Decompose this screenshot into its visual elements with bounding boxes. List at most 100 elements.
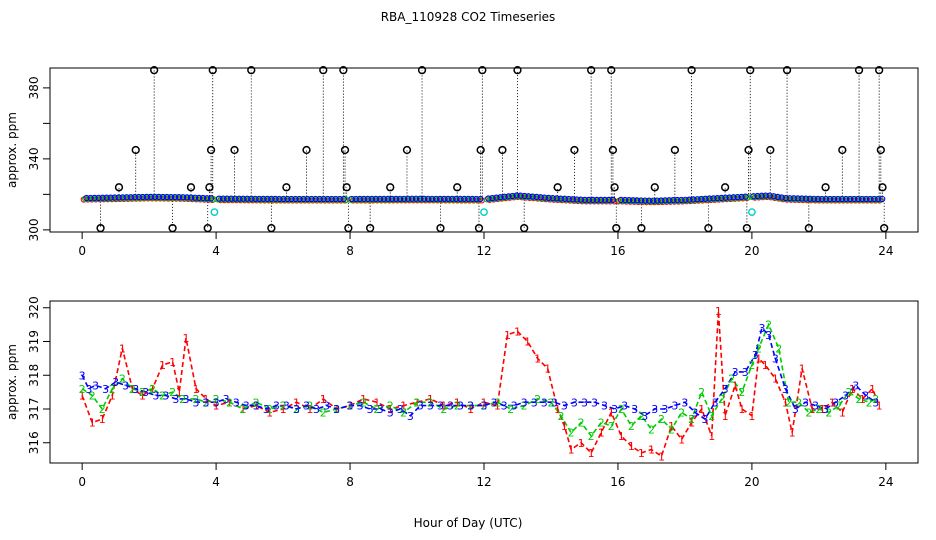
series-2-marker: 2 [825,406,832,419]
baseline-point [457,195,464,203]
flagged-point [282,183,291,192]
series-3-marker: 3 [621,400,628,413]
bottom-ylabel: approx. ppm [5,344,19,420]
series-1-marker: 1 [772,373,779,386]
bottom-ytick-label: 318 [27,364,41,387]
series-3-marker: 3 [437,400,444,413]
series-3-marker: 3 [142,386,149,399]
series-2-marker: 2 [805,406,812,419]
series-3-marker: 3 [531,396,538,409]
baseline-point [726,194,733,201]
baseline-point [380,195,388,203]
series-1-marker: 1 [876,400,883,413]
baseline-point [111,194,118,201]
series-2-marker: 2 [638,410,645,423]
baseline-point [147,193,154,201]
series-3-marker: 3 [263,403,270,416]
series-2-marker: 2 [454,400,461,413]
series-1-marker: 1 [253,400,260,413]
series-2-marker: 2 [728,373,735,386]
top-xtick-label: 12 [476,244,491,258]
baseline-point [272,195,279,203]
series-1-marker: 1 [534,352,541,365]
series-1-marker: 1 [427,393,434,406]
bottom-xtick-label: 8 [346,475,354,489]
baseline-point [324,195,331,203]
baseline-point [561,195,568,202]
baseline-point [625,197,633,204]
series-1-marker: 1 [387,403,394,416]
series-1-marker: 1 [598,427,605,440]
baseline-point [593,196,601,204]
series-2-marker: 2 [320,406,327,419]
series-3-marker: 3 [491,396,498,409]
bottom-xtick-label: 12 [476,475,491,489]
cyan-point [480,208,488,217]
baseline-point [276,195,283,203]
flagged-point [637,223,646,233]
flagged-point [854,65,864,75]
series-3-marker: 3 [162,390,169,403]
baseline-point [244,195,251,202]
series-1-marker: 1 [799,363,806,376]
series-3-marker: 3 [417,400,424,413]
series-2-marker: 2 [414,396,421,409]
baseline-point [352,195,359,203]
series-1-marker: 1 [414,396,421,409]
series-3-marker: 3 [132,383,139,396]
baseline-point [621,196,629,204]
series-2-marker: 2 [266,403,273,416]
baseline-point [292,195,299,203]
series-1-marker: 1 [658,450,665,463]
series-1-marker: 1 [99,413,106,426]
flagged-point [553,183,562,192]
baseline-point [565,195,572,203]
flagged-point [342,183,351,192]
baseline-point [107,194,114,201]
series-2-marker: 2 [755,342,762,355]
baseline-point [682,196,689,204]
series-3-marker: 3 [581,396,588,409]
series-1-marker: 1 [333,403,340,416]
series-1-marker: 1 [578,437,585,450]
bottom-xtick-label: 16 [610,475,625,489]
series-1-marker: 1 [809,403,816,416]
series-2-marker: 2 [213,393,220,406]
flagged-point [114,183,124,192]
series-2-marker: 2 [534,393,541,406]
series-3-marker: 3 [303,400,310,413]
baseline-point [706,195,713,202]
cyan-point [748,208,756,217]
series-2-marker: 2 [99,403,106,416]
series-2-marker: 2 [568,427,575,440]
series-2-marker: 2 [866,396,873,409]
series-1-marker: 1 [182,332,189,345]
flagged-point [520,223,529,233]
flagged-point [687,65,696,75]
baseline-point [794,195,801,202]
series-1-marker: 1 [193,383,200,396]
baseline-point [633,197,641,204]
baseline-point [232,195,239,202]
series-1-marker: 1 [748,410,755,423]
baseline-point [453,195,460,203]
series-3-line [81,326,877,421]
series-2-marker: 2 [668,423,675,436]
top-xtick-label: 4 [212,244,220,258]
series-2-marker: 2 [785,396,792,409]
baseline-point [240,195,247,202]
top-xtick-label: 20 [744,244,759,258]
baseline-point [348,195,355,203]
bottom-ytick-label: 320 [27,296,41,319]
series-1-marker: 1 [467,403,474,416]
flagged-point [766,145,775,155]
baseline-point [818,195,826,203]
series-3-marker: 3 [641,410,648,423]
series-3-marker: 3 [347,400,354,413]
flagged-point [804,223,813,233]
baseline-point [264,195,271,203]
series-2-marker: 2 [738,386,745,399]
series-2-marker: 2 [347,400,354,413]
series-2-marker: 2 [239,403,246,416]
series-2-marker: 2 [628,420,635,433]
